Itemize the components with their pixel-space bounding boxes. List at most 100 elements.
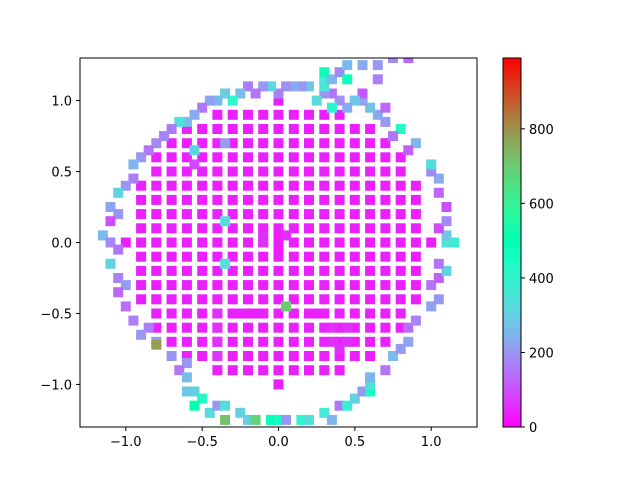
x-tick-label: −1.0: [110, 435, 142, 450]
data-point: [304, 414, 314, 425]
grid-point: [288, 265, 299, 276]
grid-point: [334, 351, 345, 361]
grid-point: [227, 109, 238, 120]
grid-point: [380, 180, 391, 191]
data-point: [235, 88, 246, 99]
data-point: [128, 159, 139, 170]
data-point: [227, 95, 238, 106]
grid-point: [151, 223, 162, 234]
grid-point: [319, 194, 330, 205]
grid-point: [151, 322, 162, 333]
grid-point: [166, 152, 177, 163]
grid-point: [395, 194, 406, 205]
data-point: [181, 116, 192, 127]
data-point: [258, 81, 269, 92]
grid-point: [334, 294, 345, 305]
data-point: [349, 393, 360, 404]
grid-point: [212, 180, 223, 191]
grid-point: [410, 280, 421, 291]
grid-point: [197, 194, 208, 205]
grid-point: [304, 336, 314, 347]
grid-point: [410, 180, 421, 191]
colorbar-tick-label: 200: [529, 346, 554, 361]
grid-point: [273, 152, 284, 163]
data-point: [235, 407, 246, 418]
data-point: [380, 116, 391, 127]
grid-point: [365, 237, 376, 248]
grid-point: [288, 180, 299, 191]
data-point: [326, 88, 337, 99]
grid-point: [349, 152, 360, 163]
grid-point: [258, 251, 269, 262]
grid-point: [258, 138, 269, 149]
grid-point: [166, 336, 177, 347]
data-point: [212, 336, 223, 347]
grid-point: [334, 124, 345, 134]
grid-point: [273, 365, 284, 376]
grid-point: [273, 379, 284, 390]
data-point: [426, 166, 437, 177]
data-point: [296, 414, 307, 425]
grid-point: [288, 251, 299, 262]
grid-point: [380, 237, 391, 248]
data-point: [189, 145, 200, 156]
grid-point: [136, 251, 147, 262]
data-point: [357, 386, 368, 397]
grid-point: [166, 280, 177, 291]
colorbar-tick-label: 800: [529, 123, 554, 138]
grid-point: [243, 322, 253, 333]
data-point: [105, 202, 116, 212]
data-point: [212, 322, 223, 333]
colorbar-ticks: 0 200 400 600 800: [521, 123, 554, 436]
data-point: [349, 95, 360, 106]
grid-point: [349, 138, 360, 149]
grid-point: [181, 280, 192, 291]
grid-point: [151, 265, 162, 276]
grid-point: [197, 251, 208, 262]
grid-point: [365, 251, 376, 262]
grid-point: [151, 280, 162, 291]
data-point: [220, 88, 231, 99]
grid-point: [288, 223, 299, 234]
grid-point: [380, 209, 391, 220]
data-point: [326, 74, 337, 85]
data-point: [311, 308, 322, 319]
grid-point: [273, 351, 284, 361]
grid-point: [334, 308, 345, 319]
data-point: [342, 60, 353, 71]
grid-point: [181, 194, 192, 205]
data-point: [204, 95, 215, 106]
grid-point: [304, 138, 314, 149]
grid-point: [334, 336, 345, 347]
data-point: [334, 343, 345, 354]
data-point: [449, 237, 460, 248]
data-point: [372, 109, 383, 120]
grid-point: [227, 138, 238, 149]
grid-point: [319, 138, 330, 149]
grid-point: [227, 365, 238, 376]
data-point: [395, 343, 406, 354]
data-point: [143, 145, 154, 156]
grid-point: [243, 308, 253, 319]
grid-point: [166, 138, 177, 149]
grid-point: [273, 322, 284, 333]
data-point: [395, 124, 406, 134]
data-point: [281, 301, 292, 312]
grid-point: [166, 308, 177, 319]
grid-point: [151, 194, 162, 205]
grid-point: [334, 194, 345, 205]
grid-point: [258, 294, 269, 305]
data-point: [319, 74, 330, 85]
grid-point: [304, 152, 314, 163]
data-point: [197, 393, 208, 404]
grid-point: [181, 209, 192, 220]
data-point: [189, 400, 200, 411]
data-point: [433, 258, 444, 269]
grid-point: [151, 180, 162, 191]
data-point: [403, 145, 414, 156]
grid-point: [319, 180, 330, 191]
data-point: [181, 372, 192, 383]
grid-point: [288, 166, 299, 177]
data-point: [220, 400, 231, 411]
